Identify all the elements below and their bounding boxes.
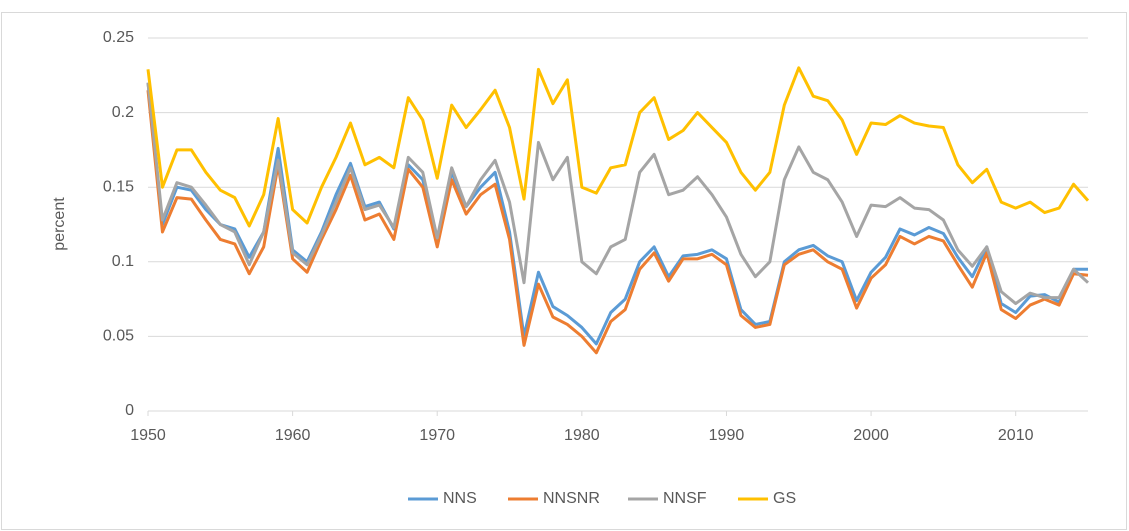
x-tick-label: 1980 [564, 427, 600, 444]
y-tick-label: 0.2 [112, 104, 134, 121]
series-line [146, 90, 1089, 355]
x-tick-label: 1990 [709, 427, 745, 444]
series-line [146, 82, 1090, 306]
x-tick-label: 2000 [853, 427, 889, 444]
x-tick-label: 1950 [130, 427, 166, 444]
y-tick-label: 0.25 [103, 29, 134, 46]
chart-frame [1, 12, 1127, 530]
y-tick-label: 0.05 [103, 328, 134, 345]
x-tick-label: 1970 [419, 427, 455, 444]
legend-label: NNSF [663, 490, 707, 507]
legend-label: GS [773, 490, 796, 507]
y-tick-label: 0.1 [112, 253, 134, 270]
legend-label: NNSNR [543, 490, 600, 507]
x-tick-label: 1960 [275, 427, 311, 444]
y-tick-label: 0 [125, 402, 134, 419]
y-axis-label: percent [51, 197, 68, 251]
y-tick-label: 0.15 [103, 178, 134, 195]
x-tick-label: 2010 [998, 427, 1034, 444]
legend-label: NNS [443, 490, 477, 507]
series-line [146, 66, 1090, 228]
series-line [146, 82, 1088, 346]
